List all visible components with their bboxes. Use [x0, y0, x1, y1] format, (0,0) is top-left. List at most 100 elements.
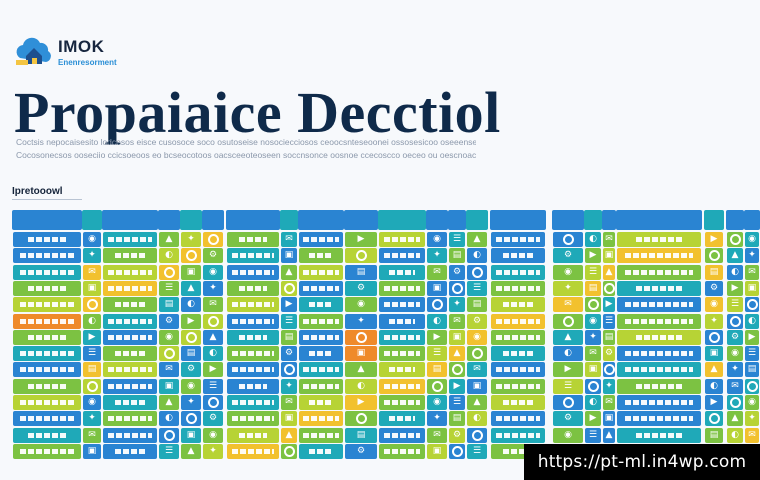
dashboard-tile: ✦: [449, 297, 465, 313]
tile-icon: ◐: [731, 429, 739, 440]
tile-text-lines: [232, 302, 274, 308]
dashboard-tile: [617, 427, 701, 443]
tile-text-lines: [383, 334, 421, 340]
tile-icon: ✉: [564, 299, 572, 310]
dashboard-tile: ☰: [83, 346, 101, 362]
tile-icon: ▶: [357, 234, 365, 244]
dashboard-tile: [345, 248, 377, 264]
tile-text-lines: [108, 318, 152, 324]
tile-text-lines: [383, 237, 421, 242]
tile-icon: ◐: [357, 380, 365, 391]
dashboard-tile: ◉: [159, 329, 179, 345]
column-header-tile: [202, 210, 224, 230]
dashboard-tile: [617, 280, 701, 296]
dashboard-tile: [181, 329, 201, 345]
dashboard-tile: [617, 362, 701, 378]
tile-text-lines: [503, 448, 533, 454]
dashboard-tile: [299, 362, 343, 378]
dashboard-tile: ◉: [705, 297, 723, 313]
dashboard-tile: [13, 443, 81, 459]
dashboard-tile: ▤: [159, 297, 179, 313]
dashboard-tile: ◐: [427, 313, 447, 329]
cloud-house-icon: [16, 37, 51, 65]
dashboard-tile: ⚙: [449, 427, 465, 443]
tile-text-lines: [383, 253, 421, 259]
tile-text-lines: [496, 383, 540, 389]
dashboard-tile: [13, 362, 81, 378]
dashboard-tile: ◉: [427, 395, 447, 410]
tile-icon: ▶: [88, 331, 96, 342]
dashboard-tile: [227, 362, 279, 378]
dashboard-tile: [299, 280, 343, 296]
dashboard-column: ▲ ◐ ☰ ▤ ⚙ ◉ ✉ ▣ ▲ ◐ ☰: [466, 206, 488, 460]
tile-icon: ◉: [88, 397, 96, 407]
dashboard-tile: [467, 346, 487, 362]
tile-icon: ⚙: [563, 413, 573, 424]
tile-icon: ▶: [433, 331, 441, 342]
tile-text-lines: [115, 351, 145, 357]
tile-icon: ✦: [748, 250, 756, 261]
tile-icon: ▶: [209, 364, 217, 375]
column-header-tile: [616, 210, 702, 230]
dashboard-tile: [745, 297, 759, 313]
tile-icon: ◐: [710, 380, 718, 391]
dashboard-tile: [181, 411, 201, 427]
dashboard-tile: [449, 443, 465, 459]
tile-text-lines: [108, 269, 152, 275]
dashboard-tile: ✦: [281, 378, 297, 394]
dashboard-tile: ▲: [449, 346, 465, 362]
tile-icon: ◉: [473, 331, 481, 342]
dashboard-tile: [83, 378, 101, 394]
tile-icon: ◉: [589, 315, 597, 326]
dashboard-tile: ⚙: [345, 280, 377, 296]
dashboard-tile: [379, 362, 425, 378]
dashboard-tile: ▲: [603, 264, 615, 280]
dashboard-tile: ▣: [705, 346, 723, 362]
tile-icon: ☰: [472, 282, 482, 293]
brand-logo[interactable]: IMOK Enenresorment: [14, 34, 117, 68]
tile-icon: ✦: [187, 397, 195, 407]
tile-text-lines: [232, 351, 274, 357]
tile-text-lines: [503, 400, 533, 405]
dashboard-tile: ◉: [203, 427, 223, 443]
dashboard-tile: ▲: [281, 264, 297, 280]
tile-text-lines: [496, 432, 540, 438]
dashboard-tile: ✉: [603, 232, 615, 247]
dashboard-tile: ✉: [553, 297, 583, 313]
dashboard-tile: ✦: [427, 248, 447, 264]
dashboard-tile: [83, 297, 101, 313]
dashboard-tile: ☰: [467, 443, 487, 459]
dashboard-tile: ▲: [705, 362, 723, 378]
tile-icon: ☰: [208, 380, 218, 391]
tile-text-lines: [238, 237, 268, 242]
dashboard-tile: ◉: [83, 395, 101, 410]
tile-text-lines: [635, 237, 683, 242]
dashboard-tile: [227, 280, 279, 296]
tile-text-lines: [308, 400, 334, 405]
tile-text-lines: [496, 237, 540, 242]
tile-icon: ▣: [186, 429, 196, 440]
tile-icon: ◉: [748, 397, 756, 407]
dashboard-column: ◉✦✉▣◐▶☰▤◉✦✉▣: [744, 206, 760, 460]
dashboard-tile: ▤: [449, 411, 465, 427]
dashboard-tile: ✦: [727, 362, 743, 378]
tile-icon: ⚙: [709, 282, 719, 293]
tile-text-lines: [635, 285, 683, 291]
dashboard-tile: ✦: [345, 313, 377, 329]
tile-text-lines: [389, 318, 415, 324]
tile-icon: ✦: [453, 299, 461, 310]
circle-icon: [207, 234, 219, 245]
dashboard-tile: [227, 232, 279, 247]
dashboard-tile: ☰: [203, 378, 223, 394]
dashboard-tile: ▶: [585, 411, 601, 427]
tile-text-lines: [496, 334, 540, 340]
tile-text-lines: [496, 269, 540, 275]
page-title: Propaiaice Decctiol: [14, 80, 501, 145]
dashboard-tile: [299, 378, 343, 394]
dashboard-tile: ⚙: [705, 280, 723, 296]
dashboard-tile: ✦: [705, 313, 723, 329]
column-header-tile: [584, 210, 602, 230]
dashboard-tile: ▣: [745, 280, 759, 296]
tile-icon: ▣: [284, 413, 294, 424]
dashboard-tile: ▶: [745, 329, 759, 345]
